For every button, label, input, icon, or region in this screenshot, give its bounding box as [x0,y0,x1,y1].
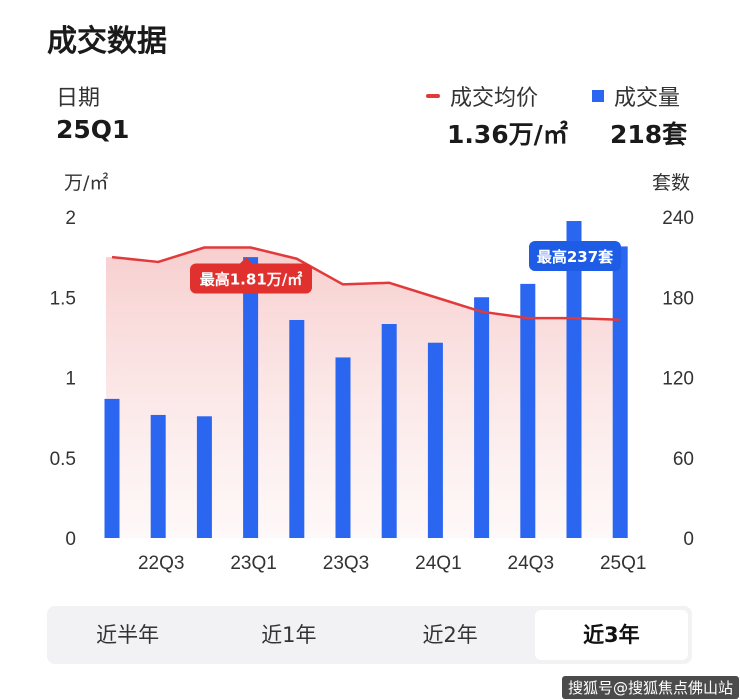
watermark: 搜狐号@搜狐焦点佛山站 [562,676,740,699]
left-axis-tick: 1 [65,369,76,390]
max-price-annotation: 最高1.81万/㎡ [190,257,312,294]
price-line-icon [426,94,440,98]
date-value: 25Q1 [56,115,130,144]
tab-2-years[interactable]: 近2年 [422,623,478,647]
legend-volume-label: 成交量 [614,86,681,111]
x-axis-tick: 24Q3 [508,553,554,574]
volume-bar [612,246,628,539]
volume-bar [381,324,397,538]
tab-3-years[interactable]: 近3年 [534,610,688,660]
right-axis-tick: 240 [662,208,694,229]
left-axis-tick: 1.5 [50,288,76,309]
volume-bar [474,297,490,538]
max-price-label: 最高1.81万/㎡ [200,270,303,288]
volume-bar [243,257,259,538]
volume-square-icon [592,90,604,102]
right-axis-tick: 60 [673,449,694,470]
tab-1-year[interactable]: 近1年 [261,623,317,647]
volume-bar [427,342,443,538]
price-area [106,247,621,538]
volume-bar [150,414,166,538]
x-axis-tick: 23Q1 [230,553,276,574]
left-axis-tick: 2 [65,208,76,229]
volume-bar [335,357,351,538]
right-axis-unit: 套数 [652,172,691,194]
period-tabs: 近半年 近1年 近2年 近3年 [47,606,692,664]
x-axis-tick: 22Q3 [138,553,184,574]
volume-bar [196,416,212,538]
max-volume-annotation: 最高237套 [529,241,621,272]
page-title: 成交数据 [47,24,167,59]
legend-price-label: 成交均价 [450,86,539,111]
left-axis-tick: 0 [65,529,76,550]
tab-half-year[interactable]: 近半年 [96,623,160,647]
price-line [111,246,621,321]
date-label: 日期 [56,86,101,111]
chart: 2 1.5 1 0.5 0 240 180 120 60 0 22Q3 23Q1 23Q3 24Q1 24Q… [50,208,694,574]
left-axis-tick: 0.5 [50,449,76,470]
left-axis-unit: 万/㎡ [64,172,109,194]
volume-bar [566,221,582,538]
volume-value: 218套 [610,120,688,149]
x-axis-tick: 23Q3 [323,553,369,574]
legend-volume: 成交量 [592,80,680,112]
legend-price: 成交均价 [426,80,538,112]
max-volume-label: 最高237套 [537,248,614,266]
volume-bar [520,283,536,538]
x-axis-tick: 25Q1 [600,553,646,574]
volume-bar [289,319,305,538]
right-axis-tick: 180 [662,288,694,309]
x-axis-tick: 24Q1 [415,553,461,574]
volume-bar [104,398,120,538]
right-axis-tick: 120 [662,369,694,390]
right-axis-tick: 0 [683,529,694,550]
price-value: 1.36万/㎡ [447,120,568,149]
